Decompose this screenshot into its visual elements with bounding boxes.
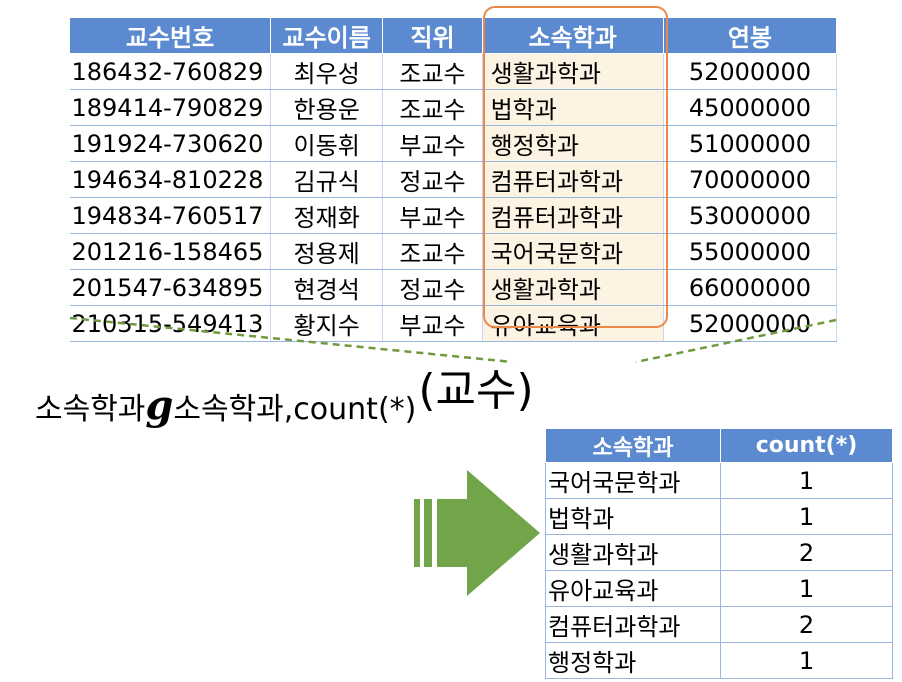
- professor-row: 189414-790829 한용운 조교수 법학과 45000000: [69, 89, 838, 126]
- col-header-rank: 직위: [382, 17, 483, 54]
- rank-cell: 조교수: [382, 53, 483, 90]
- col-header-dept: 소속학과: [481, 17, 664, 54]
- prof-name-cell: 김규식: [270, 161, 384, 198]
- expr-group-attr: 소속학과: [35, 392, 146, 427]
- prof-name-cell: 한용운: [270, 89, 384, 126]
- professor-row: 210315-549413 황지수 부교수 유아교육과 52000000: [69, 305, 838, 342]
- rank-cell: 정교수: [382, 161, 483, 198]
- professor-table: 교수번호 교수이름 직위 소속학과 연봉 186432-760829 최우성 조교수…: [69, 17, 838, 342]
- right-arrow-icon: [414, 470, 540, 596]
- salary-cell: 70000000: [663, 161, 838, 198]
- dept-column-highlight: [483, 6, 668, 328]
- result-dept-cell: 유아교육과: [545, 570, 721, 607]
- prof-name-cell: 정용제: [270, 233, 384, 270]
- res-col-header-dept: 소속학과: [545, 428, 721, 463]
- rank-cell: 조교수: [382, 89, 483, 126]
- col-header-prof-name: 교수이름: [269, 17, 384, 54]
- salary-cell: 53000000: [663, 197, 838, 234]
- salary-cell: 66000000: [663, 269, 838, 306]
- res-col-header-count: count(*): [720, 428, 893, 463]
- result-count-cell: 1: [720, 570, 893, 607]
- professor-row: 201216-158465 정용제 조교수 국어국문학과 55000000: [69, 233, 838, 270]
- prof-name-cell: 현경석: [270, 269, 384, 306]
- result-count-cell: 1: [720, 642, 893, 679]
- col-header-salary: 연봉: [662, 17, 838, 54]
- result-row: 유아교육과 1: [545, 570, 893, 607]
- prof-name-cell: 최우성: [270, 53, 384, 90]
- result-dept-cell: 컴퓨터과학과: [545, 606, 721, 643]
- professor-row: 194834-760517 정재화 부교수 컴퓨터과학과 53000000: [69, 197, 838, 234]
- result-count-cell: 1: [720, 498, 893, 535]
- rank-cell: 정교수: [382, 269, 483, 306]
- salary-cell: 52000000: [663, 305, 838, 342]
- rank-cell: 부교수: [382, 305, 483, 342]
- salary-cell: 51000000: [663, 125, 838, 162]
- result-row: 법학과 1: [545, 498, 893, 535]
- prof-id-cell: 201216-158465: [69, 233, 271, 270]
- expr-argument: (교수): [418, 365, 534, 416]
- grouping-expression: 소속학과g소속학과,count(*)(교수): [35, 365, 534, 432]
- result-table-header: 소속학과 count(*): [545, 428, 893, 463]
- prof-name-cell: 황지수: [270, 305, 384, 342]
- salary-cell: 52000000: [663, 53, 838, 90]
- result-row: 행정학과 1: [545, 642, 893, 679]
- prof-id-cell: 201547-634895: [69, 269, 271, 306]
- professor-row: 186432-760829 최우성 조교수 생활과학과 52000000: [69, 53, 838, 90]
- prof-id-cell: 210315-549413: [69, 305, 271, 342]
- rank-cell: 조교수: [382, 233, 483, 270]
- expr-agg-attrs: 소속학과,count(*): [173, 392, 417, 427]
- result-table: 소속학과 count(*) 국어국문학과 1 법학과 1 생활과학과 2 유아교육과 1 컴퓨터…: [545, 428, 893, 679]
- result-dept-cell: 행정학과: [545, 642, 721, 679]
- dept-cell: 국어국문학과: [482, 233, 664, 270]
- professor-table-header: 교수번호 교수이름 직위 소속학과 연봉: [69, 17, 838, 54]
- result-count-cell: 1: [720, 462, 893, 499]
- result-dept-cell: 법학과: [545, 498, 721, 535]
- dept-cell: 생활과학과: [482, 269, 664, 306]
- salary-cell: 55000000: [663, 233, 838, 270]
- dept-cell: 컴퓨터과학과: [482, 197, 664, 234]
- result-row: 국어국문학과 1: [545, 462, 893, 499]
- aggregate-symbol: g: [145, 382, 174, 429]
- result-row: 생활과학과 2: [545, 534, 893, 571]
- prof-id-cell: 194634-810228: [69, 161, 271, 198]
- result-dept-cell: 생활과학과: [545, 534, 721, 571]
- dept-cell: 생활과학과: [482, 53, 664, 90]
- prof-name-cell: 정재화: [270, 197, 384, 234]
- rank-cell: 부교수: [382, 197, 483, 234]
- col-header-prof-id: 교수번호: [69, 17, 271, 54]
- dept-cell: 컴퓨터과학과: [482, 161, 664, 198]
- professor-row: 194634-810228 김규식 정교수 컴퓨터과학과 70000000: [69, 161, 838, 198]
- prof-id-cell: 189414-790829: [69, 89, 271, 126]
- prof-id-cell: 191924-730620: [69, 125, 271, 162]
- prof-name-cell: 이동휘: [270, 125, 384, 162]
- result-count-cell: 2: [720, 534, 893, 571]
- prof-id-cell: 194834-760517: [69, 197, 271, 234]
- rank-cell: 부교수: [382, 125, 483, 162]
- result-dept-cell: 국어국문학과: [545, 462, 721, 499]
- salary-cell: 45000000: [663, 89, 838, 126]
- professor-row: 201547-634895 현경석 정교수 생활과학과 66000000: [69, 269, 838, 306]
- dept-cell: 유아교육과: [482, 305, 664, 342]
- dept-cell: 행정학과: [482, 125, 664, 162]
- result-count-cell: 2: [720, 606, 893, 643]
- prof-id-cell: 186432-760829: [69, 53, 271, 90]
- dept-cell: 법학과: [482, 89, 664, 126]
- professor-row: 191924-730620 이동휘 부교수 행정학과 51000000: [69, 125, 838, 162]
- result-row: 컴퓨터과학과 2: [545, 606, 893, 643]
